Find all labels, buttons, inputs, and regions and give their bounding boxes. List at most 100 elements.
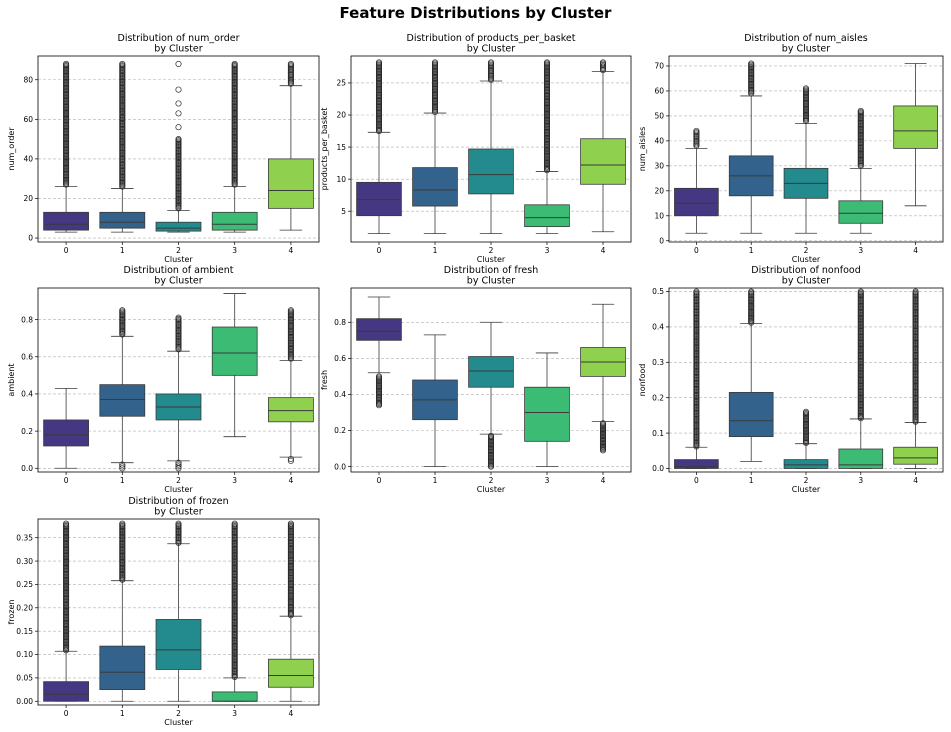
y-tick-label: 0.0 [334, 462, 346, 471]
x-tick-label: 0 [377, 476, 382, 485]
y-tick-label: 70 [654, 62, 664, 71]
iqr-box [893, 105, 938, 149]
x-axis-label: Cluster [792, 255, 821, 264]
y-axis-label: num_order [7, 127, 16, 171]
outlier-point [175, 463, 182, 470]
outlier-point [175, 461, 182, 468]
x-tick-label: 1 [433, 246, 438, 255]
axes-frame [350, 55, 632, 243]
iqr-box [211, 326, 258, 376]
x-tick-label: 2 [489, 476, 494, 485]
box-cluster-0 [43, 60, 89, 233]
outlier-point [175, 100, 182, 107]
y-tick-label: 0.1 [652, 429, 664, 438]
box-cluster-3 [211, 60, 258, 233]
y-tick-label: 20 [23, 194, 33, 203]
x-tick-label: 3 [545, 246, 550, 255]
y-tick-label: 0.4 [334, 390, 346, 399]
y-tick-label: 25 [336, 79, 346, 88]
outlier-point [599, 420, 607, 427]
y-tick-label: 20 [654, 187, 664, 196]
iqr-box [524, 204, 570, 228]
outlier-point [175, 314, 182, 321]
x-tick-label: 1 [120, 246, 125, 255]
axes-frame [668, 55, 944, 243]
y-tick-label: 0.20 [16, 603, 33, 612]
y-tick-label: 20 [336, 111, 346, 120]
box-cluster-4 [268, 520, 314, 702]
box-cluster-0 [43, 387, 89, 469]
y-tick-label: 0.3 [652, 358, 664, 367]
x-tick-label: 0 [64, 709, 69, 718]
y-axis-label: frozen [7, 599, 16, 624]
box-cluster-2 [468, 59, 514, 235]
outlier-point [912, 288, 919, 295]
box-cluster-4 [893, 288, 938, 469]
y-tick-label: 40 [654, 137, 664, 146]
y-tick-label: 60 [23, 115, 33, 124]
outlier-point [287, 307, 294, 314]
box-cluster-4 [893, 63, 938, 207]
box-cluster-1 [728, 60, 774, 234]
y-axis-label: nonfood [638, 364, 647, 397]
y-tick-label: 0.4 [21, 390, 33, 399]
iqr-box [356, 318, 402, 341]
box-cluster-1 [412, 59, 458, 235]
box-cluster-4 [580, 303, 626, 454]
box-cluster-3 [524, 59, 570, 235]
x-tick-label: 1 [749, 246, 754, 255]
x-tick-label: 0 [694, 246, 699, 255]
outlier-point [748, 60, 755, 67]
panel-title: Distribution of num_aisles [744, 33, 868, 44]
y-tick-label: 5 [341, 207, 346, 216]
x-tick-label: 2 [176, 709, 181, 718]
iqr-box [674, 187, 719, 217]
y-axis-label: ambient [7, 363, 16, 396]
axes-frame [37, 287, 320, 473]
panel-title: Distribution of num_order [118, 33, 240, 44]
x-tick-label: 4 [289, 709, 294, 718]
iqr-box [99, 384, 146, 417]
x-tick-label: 2 [489, 246, 494, 255]
outlier-point [802, 408, 810, 415]
outlier-point [175, 136, 182, 143]
x-tick-label: 0 [64, 476, 69, 485]
x-tick-label: 1 [749, 476, 754, 485]
outlier-point [119, 520, 126, 527]
x-axis-label: Cluster [164, 718, 193, 727]
box-cluster-3 [524, 352, 570, 467]
axes-frame [350, 287, 632, 473]
outlier-point [119, 60, 126, 67]
x-tick-label: 0 [64, 246, 69, 255]
x-tick-label: 0 [694, 476, 699, 485]
box-cluster-4 [268, 60, 314, 231]
y-axis-label: num_aisles [638, 127, 647, 172]
panel-title: Distribution of ambient [124, 265, 234, 276]
x-tick-label: 4 [289, 476, 294, 485]
panel-title: by Cluster [782, 44, 830, 55]
y-tick-label: 50 [654, 112, 664, 121]
y-tick-label: 0.2 [334, 426, 346, 435]
iqr-box [268, 397, 314, 423]
outlier-point [693, 288, 700, 295]
x-tick-label: 4 [913, 476, 918, 485]
x-tick-label: 4 [601, 246, 606, 255]
x-tick-label: 2 [176, 246, 181, 255]
y-tick-label: 60 [654, 87, 664, 96]
iqr-box [524, 386, 570, 442]
y-tick-label: 0.6 [21, 352, 33, 361]
iqr-box [211, 691, 258, 702]
outlier-point [119, 307, 126, 314]
iqr-box [412, 167, 458, 207]
iqr-box [468, 148, 514, 195]
box-cluster-4 [268, 307, 314, 464]
y-axis-label: products_per_basket [320, 108, 329, 191]
outlier-point [175, 124, 182, 131]
y-tick-label: 0.2 [652, 393, 664, 402]
y-tick-label: 30 [654, 162, 664, 171]
y-tick-label: 0.30 [16, 557, 33, 566]
outlier-point [802, 85, 810, 92]
